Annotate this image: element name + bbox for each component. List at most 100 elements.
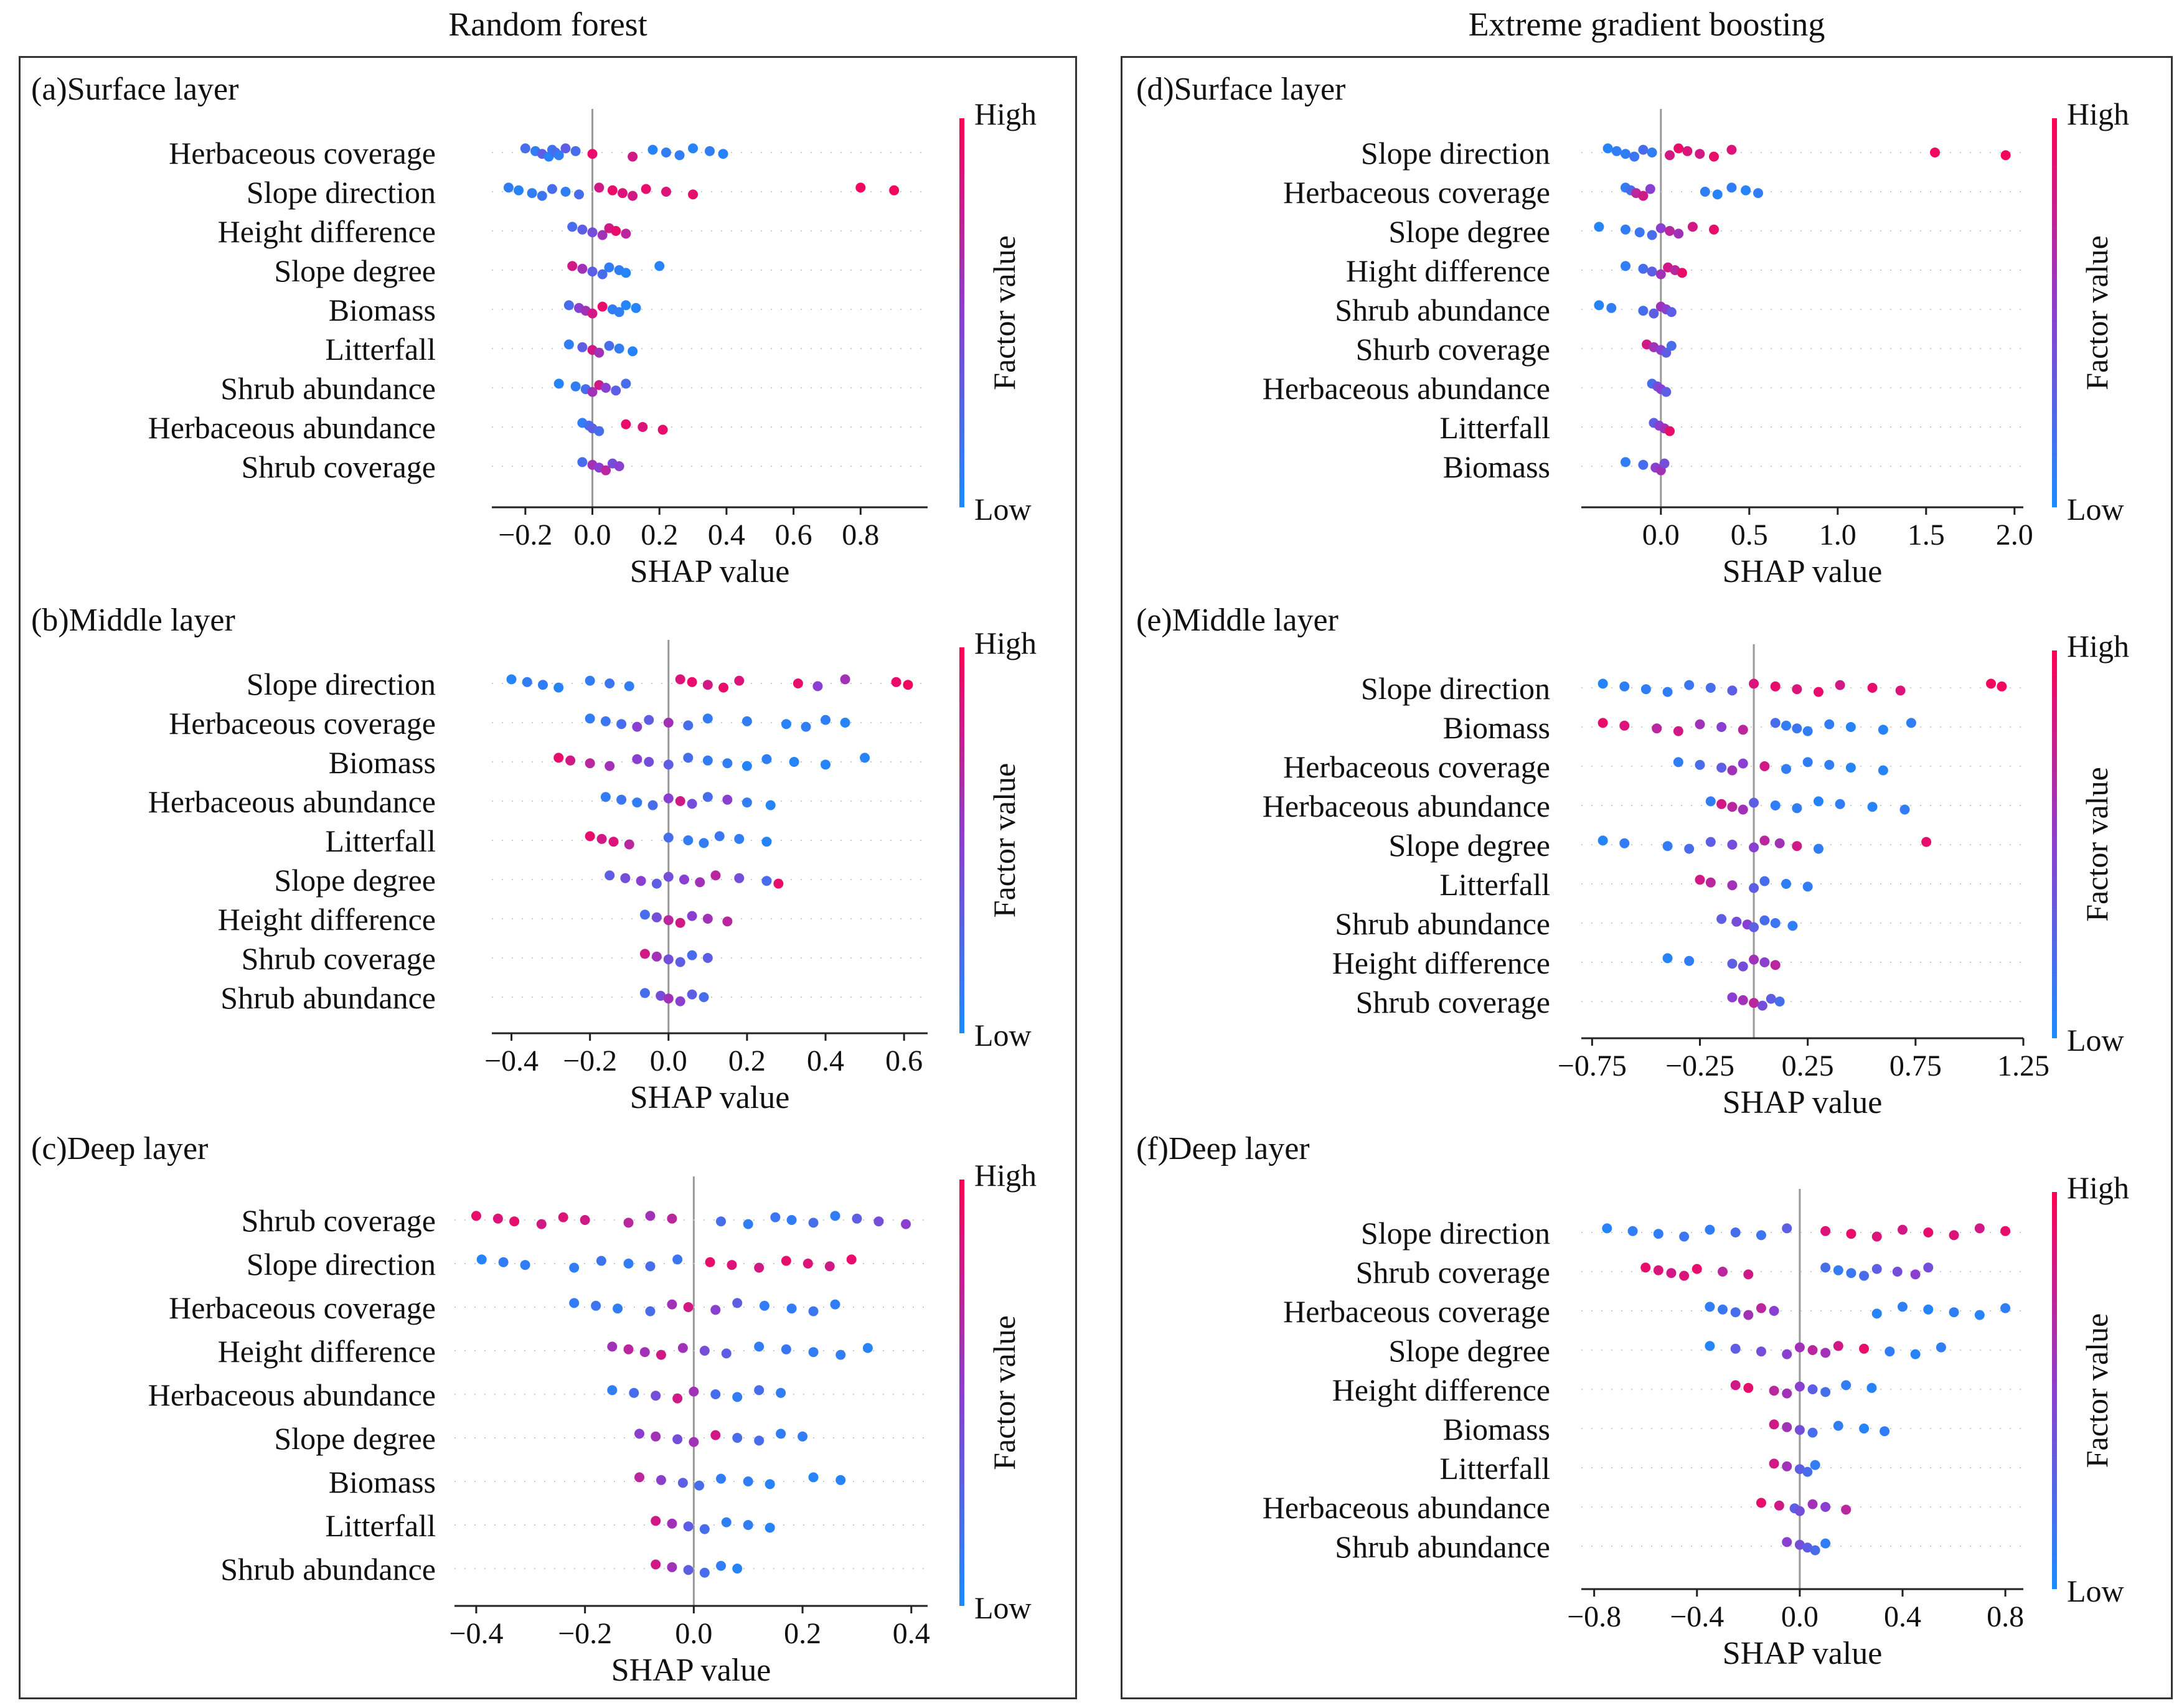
shap-dot — [683, 835, 694, 845]
shap-dot — [687, 989, 697, 1000]
shap-dot — [1769, 1306, 1779, 1316]
feature-label: Shrub abundance — [220, 371, 436, 406]
shap-dot — [1727, 959, 1738, 969]
shap-dot — [683, 753, 694, 763]
shap-dot — [1749, 842, 1759, 853]
colorbar-high-label: High — [974, 626, 1037, 660]
x-axis-label: SHAP value — [630, 1080, 790, 1115]
feature-label: Slope degree — [274, 253, 436, 288]
shap-dot — [611, 385, 621, 396]
shap-dot — [743, 1219, 753, 1229]
feature-label: Slope degree — [274, 863, 436, 898]
shap-dot — [1794, 1342, 1805, 1353]
shap-dot — [689, 1386, 699, 1397]
shap-dot — [734, 873, 745, 883]
feature-label: Shrub coverage — [242, 941, 436, 976]
shap-dot — [1781, 720, 1792, 731]
shap-dot — [741, 716, 752, 726]
shap-dot — [1997, 681, 2007, 692]
shap-dot — [1867, 683, 1878, 693]
shap-dot — [631, 303, 641, 313]
shap-dot — [1846, 1268, 1856, 1279]
shap-dot — [705, 1257, 715, 1267]
feature-label: Herbaceous coverage — [1283, 1294, 1550, 1329]
x-tick-label: 0.8 — [1987, 1600, 2024, 1633]
x-tick-label: −0.4 — [484, 1044, 539, 1077]
feature-label: Litterfall — [1439, 867, 1550, 902]
x-tick-label: 0.0 — [574, 518, 611, 551]
shap-dot — [702, 792, 713, 802]
shap-dot — [587, 308, 598, 319]
panel-title: (f)Deep layer — [1136, 1131, 1310, 1166]
shap-dot — [830, 1299, 840, 1310]
shap-dot — [1910, 1349, 1921, 1359]
shap-dot — [860, 753, 870, 763]
shap-dot — [1949, 1307, 1959, 1318]
feature-label: Biomass — [1443, 1412, 1550, 1447]
shap-dot — [789, 757, 799, 767]
shap-dot — [1820, 1502, 1831, 1512]
shap-dot — [1749, 922, 1759, 932]
shap-dot — [1611, 146, 1622, 156]
shap-dot — [1770, 918, 1781, 928]
shap-dot — [1910, 1269, 1921, 1280]
shap-dot — [1640, 1262, 1651, 1273]
shap-dot — [509, 1216, 520, 1227]
shap-dot — [506, 674, 517, 685]
x-tick-label: 0.2 — [728, 1044, 766, 1077]
shap-dot — [1679, 1270, 1690, 1281]
shap-dot — [663, 954, 674, 965]
shap-dot — [1833, 1341, 1843, 1351]
x-tick-label: −0.4 — [449, 1617, 503, 1650]
shap-dot — [514, 185, 524, 195]
shap-dot — [654, 261, 665, 271]
shap-dot — [891, 677, 901, 687]
shap-dot — [1665, 150, 1675, 161]
shap-dot — [1833, 1265, 1843, 1275]
shap-dot — [1712, 189, 1723, 200]
colorbar-high-label: High — [2067, 629, 2129, 664]
shap-dot — [710, 1305, 721, 1315]
shap-dot — [1813, 687, 1823, 697]
shap-dot — [1802, 1466, 1813, 1477]
shap-dot — [1802, 881, 1813, 892]
shap-dot — [663, 832, 674, 843]
shap-dot — [694, 1480, 705, 1491]
shap-dot — [754, 1262, 765, 1273]
shap-dot — [1930, 148, 1940, 157]
shap-dot — [1787, 921, 1798, 931]
shap-dot — [846, 1254, 857, 1265]
shap-dot — [683, 1521, 694, 1532]
shap-dot — [1807, 1427, 1818, 1438]
shap-dot — [591, 1300, 601, 1311]
shap-dot — [675, 674, 685, 685]
shap-dot — [616, 719, 627, 730]
shap-dot — [605, 870, 615, 881]
shap-dot — [1649, 308, 1659, 319]
shap-dot — [1845, 722, 1856, 732]
shap-dot — [1726, 182, 1737, 193]
shap-dot — [677, 1478, 688, 1488]
shap-dot — [1794, 1464, 1805, 1475]
shap-dot — [741, 797, 752, 808]
shap-dot — [710, 1389, 721, 1399]
shap-dot — [1782, 1461, 1792, 1471]
shap-dot — [1949, 1230, 1959, 1241]
shap-dot — [1770, 718, 1781, 728]
shap-dot — [644, 715, 654, 725]
shap-dot — [601, 465, 611, 476]
shap-dot — [1792, 841, 1802, 852]
shap-dot — [641, 184, 651, 194]
shap-dot — [667, 1562, 677, 1572]
shap-dot — [722, 794, 733, 805]
shap-dot — [781, 1344, 791, 1354]
colorbar — [959, 118, 964, 507]
shap-dot — [594, 347, 605, 358]
shap-dot — [1774, 1500, 1784, 1511]
shap-dot — [1653, 1265, 1663, 1275]
shap-dot — [1716, 722, 1727, 732]
shap-dot — [1638, 459, 1649, 470]
shap-dot — [1602, 1223, 1612, 1234]
shap-dot — [765, 1479, 775, 1490]
shap-dot — [1759, 761, 1770, 771]
